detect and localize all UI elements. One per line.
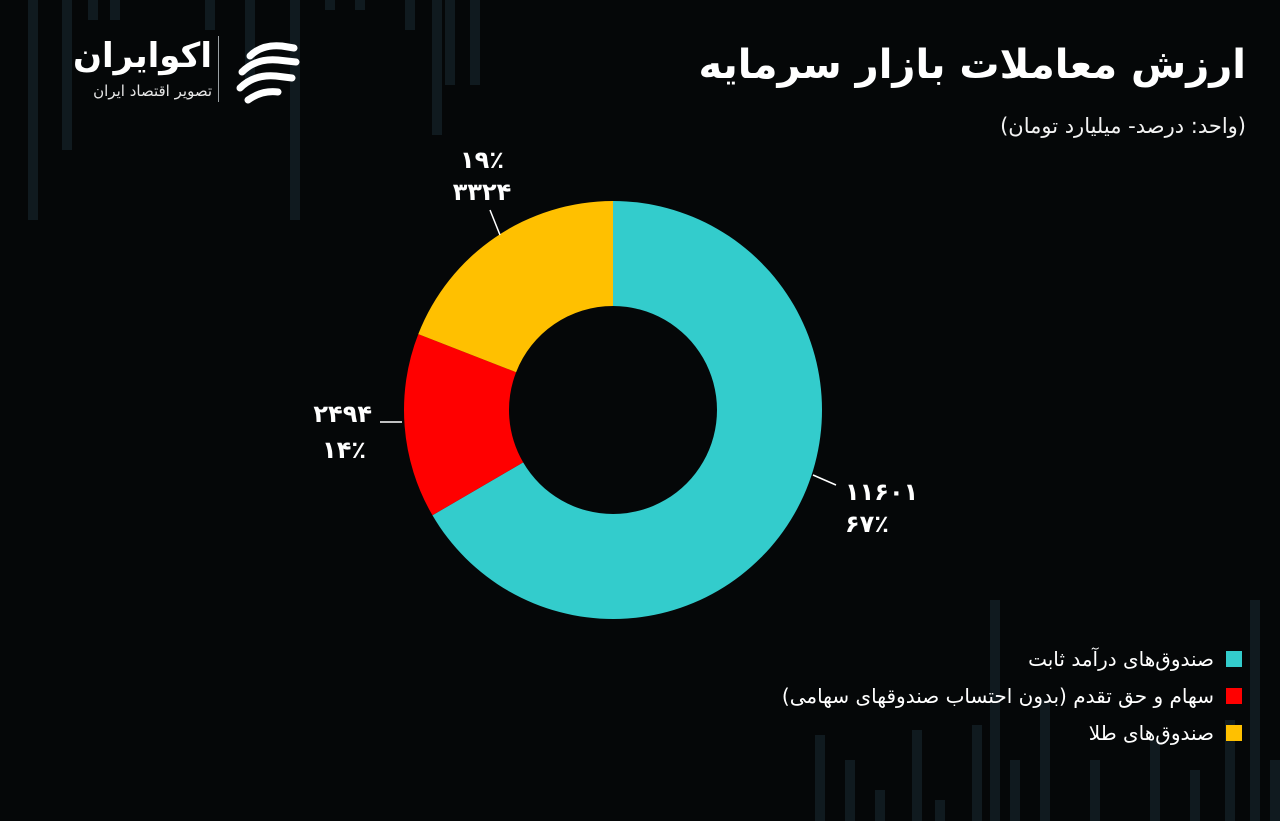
legend-swatch-stocks	[1226, 687, 1242, 704]
chart-subtitle: (واحد: درصد- میلیارد تومان)	[1000, 114, 1246, 138]
legend-item-fixed-income: صندوق‌های درآمد ثابت	[682, 640, 1242, 677]
bg-bar	[205, 0, 215, 30]
bg-bar	[935, 800, 945, 821]
bg-bar	[1250, 600, 1260, 821]
bg-bar	[1040, 700, 1050, 821]
bg-bar	[845, 760, 855, 821]
bg-bar	[1150, 740, 1160, 821]
bg-bar	[62, 0, 72, 150]
data-label-fixed-income-percent: ۶۷٪	[845, 510, 889, 538]
bg-bar	[110, 0, 120, 20]
slice-fixed-income	[432, 201, 822, 619]
bg-bar	[245, 0, 255, 80]
data-label-gold-percent: ۱۹٪	[460, 146, 504, 174]
brand-logo: اکوایران تصویر اقتصاد ایران	[48, 30, 318, 110]
legend-swatch-gold	[1226, 724, 1242, 741]
bg-bar	[88, 0, 98, 20]
legend-label-gold: صندوق‌های طلا	[1088, 720, 1214, 745]
logo-divider	[218, 36, 219, 102]
chart-title: ارزش معاملات بازار سرمایه	[698, 42, 1246, 88]
data-label-gold-value: ۳۳۲۴	[453, 178, 512, 206]
bg-bar	[875, 790, 885, 821]
bg-bar	[972, 725, 982, 821]
leader-line-fixed-income	[812, 474, 837, 486]
bg-bar	[28, 0, 38, 220]
bg-bar	[1225, 720, 1235, 821]
bg-bar	[990, 600, 1000, 821]
bg-bar	[405, 0, 415, 30]
slice-gold	[418, 200, 613, 373]
chart-legend: صندوق‌های درآمد ثابت سهام و حق تقدم (بدو…	[682, 640, 1242, 751]
legend-label-fixed-income: صندوق‌های درآمد ثابت	[1028, 646, 1214, 671]
data-label-stocks-percent: ۱۴٪	[322, 436, 366, 464]
legend-swatch-fixed-income	[1226, 650, 1242, 667]
bg-bar	[325, 0, 335, 10]
data-label-fixed-income-value: ۱۱۶۰۱	[845, 478, 918, 506]
bg-bar	[432, 0, 442, 135]
data-label-stocks-value: ۲۴۹۴	[313, 400, 372, 428]
bg-bar	[1010, 760, 1020, 821]
bg-bar	[1190, 770, 1200, 821]
bg-bar	[1090, 760, 1100, 821]
legend-item-stocks: سهام و حق تقدم (بدون احتساب صندوقهای سها…	[682, 677, 1242, 714]
brand-tagline: تصویر اقتصاد ایران	[93, 82, 212, 100]
bg-bar	[290, 0, 300, 220]
bg-bar	[912, 730, 922, 821]
bg-bar	[815, 735, 825, 821]
brand-mark-icon	[236, 42, 300, 104]
bg-bar	[1270, 760, 1280, 821]
slice-stocks	[404, 334, 524, 516]
brand-name: اکوایران	[73, 36, 212, 76]
legend-item-gold: صندوق‌های طلا	[682, 714, 1242, 751]
leader-line-gold	[489, 209, 501, 236]
bg-bar	[445, 0, 455, 85]
legend-label-stocks: سهام و حق تقدم (بدون احتساب صندوقهای سها…	[781, 683, 1214, 708]
bg-bar	[355, 0, 365, 10]
bg-bar	[470, 0, 480, 85]
